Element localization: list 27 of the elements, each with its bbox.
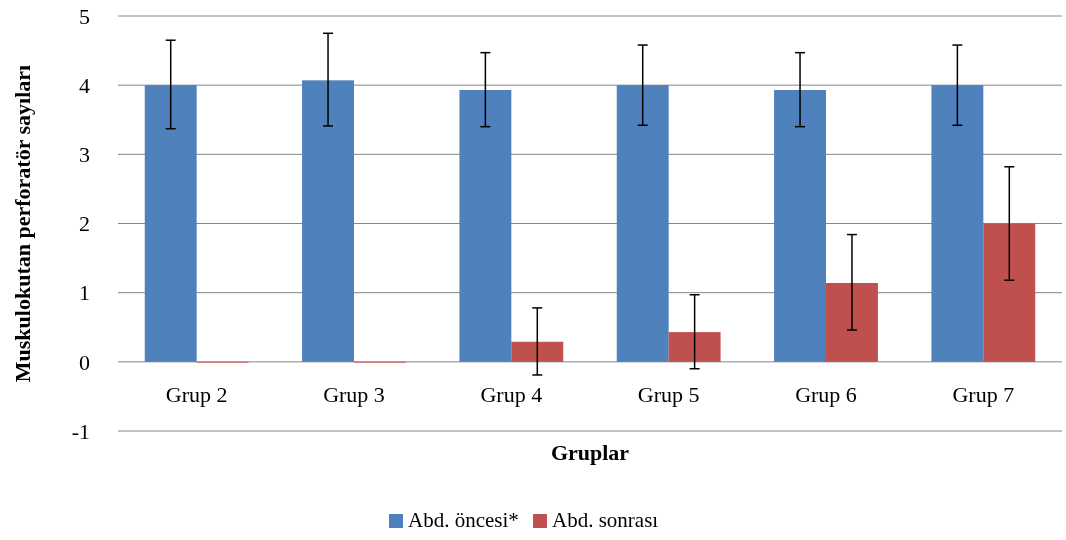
- bar: [983, 223, 1036, 362]
- bar: [302, 80, 354, 362]
- y-tick-label: 4: [79, 72, 90, 98]
- y-tick-label: 5: [79, 3, 90, 29]
- y-axis-title: Muskulokutan perforatör sayıları: [10, 64, 35, 383]
- bar: [511, 341, 564, 362]
- bar: [459, 90, 512, 362]
- y-tick-label: 1: [79, 280, 90, 306]
- x-tick-label: Grup 4: [480, 381, 543, 407]
- bar: [616, 85, 669, 362]
- y-tick-label: -1: [71, 418, 90, 444]
- bar: [668, 332, 721, 362]
- bar: [931, 85, 984, 362]
- legend-label: Abd. sonrası: [552, 508, 659, 532]
- x-tick-label: Grup 2: [165, 381, 228, 407]
- x-axis-title: Gruplar: [550, 440, 630, 465]
- x-tick-label: Grup 3: [323, 381, 385, 407]
- bar: [826, 282, 878, 362]
- x-tick-label: Grup 6: [795, 381, 857, 407]
- x-tick-label: Grup 7: [952, 381, 1015, 407]
- bar: [774, 90, 826, 362]
- legend-label: Abd. öncesi*: [408, 508, 519, 532]
- bar: [144, 85, 197, 362]
- x-tick-label: Grup 5: [637, 381, 700, 407]
- y-tick-label: 0: [79, 349, 90, 375]
- y-tick-label: 3: [79, 142, 90, 168]
- y-tick-label: 2: [79, 211, 90, 237]
